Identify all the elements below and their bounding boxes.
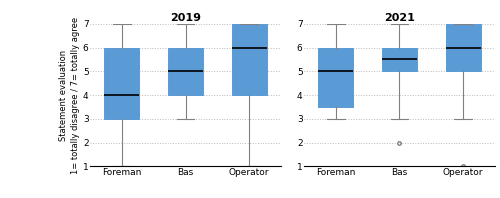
PathPatch shape <box>168 48 203 95</box>
Title: 2019: 2019 <box>170 13 201 23</box>
PathPatch shape <box>232 24 266 95</box>
PathPatch shape <box>382 48 417 71</box>
PathPatch shape <box>104 48 140 119</box>
Y-axis label: Statement evaluation
1= totally disagree / 7= totally agree: Statement evaluation 1= totally disagree… <box>60 16 80 174</box>
PathPatch shape <box>446 24 480 71</box>
Title: 2021: 2021 <box>384 13 415 23</box>
PathPatch shape <box>318 48 354 107</box>
